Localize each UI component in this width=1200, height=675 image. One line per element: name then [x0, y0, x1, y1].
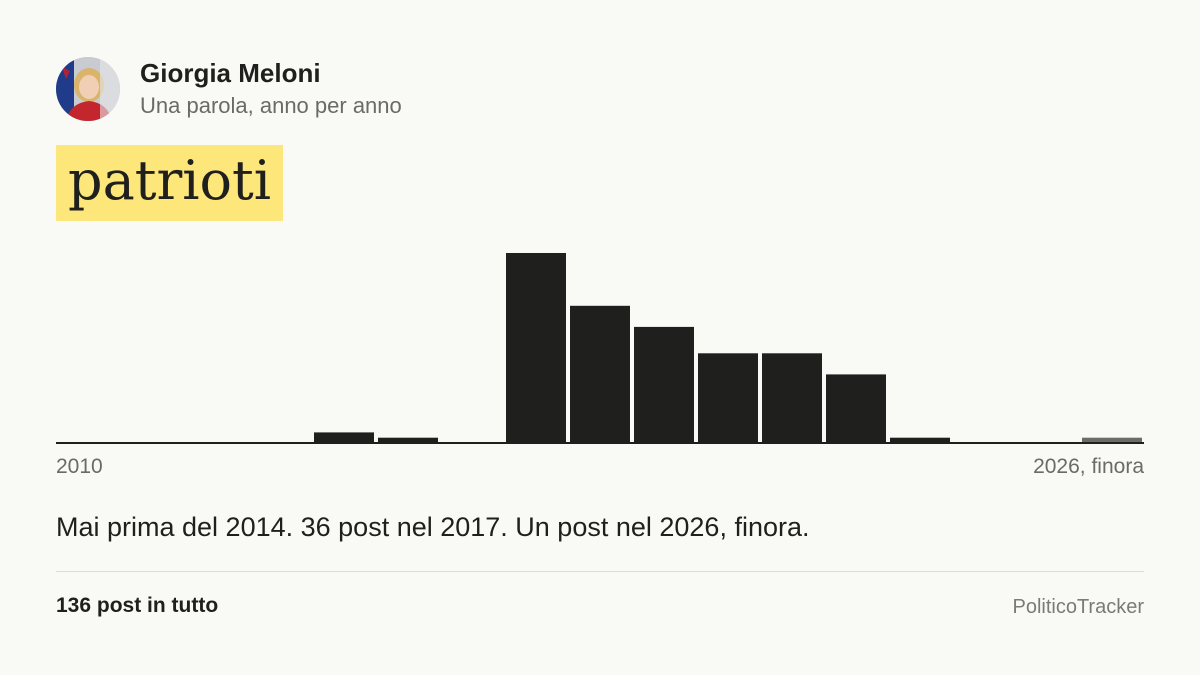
- bar-2015: [378, 437, 438, 443]
- keyword-highlight: patrioti: [56, 145, 284, 221]
- bar-2026: [1082, 437, 1142, 443]
- bar-2014: [314, 432, 374, 443]
- x-axis-end-label: 2026, finora: [1033, 455, 1144, 478]
- bar-2021: [762, 353, 822, 443]
- bar-2019: [634, 326, 694, 443]
- profile-header: Giorgia Meloni Una parola, anno per anno: [56, 57, 402, 121]
- author-name: Giorgia Meloni: [140, 58, 321, 88]
- bar-2018: [570, 305, 630, 443]
- bar-2022: [826, 374, 886, 443]
- total-count: 136 post in tutto: [56, 594, 219, 617]
- bar-2020: [698, 353, 758, 443]
- avatar: [56, 57, 120, 121]
- yearly-bar-chart: [56, 253, 1144, 444]
- x-axis-start-label: 2010: [56, 455, 103, 478]
- summary-text: Mai prima del 2014. 36 post nel 2017. Un…: [56, 512, 810, 542]
- brand-label: PoliticoTracker: [1012, 596, 1144, 618]
- subtitle: Una parola, anno per anno: [140, 93, 402, 118]
- bar-2023: [890, 437, 950, 443]
- divider: [56, 571, 1144, 572]
- bar-2017: [506, 253, 566, 443]
